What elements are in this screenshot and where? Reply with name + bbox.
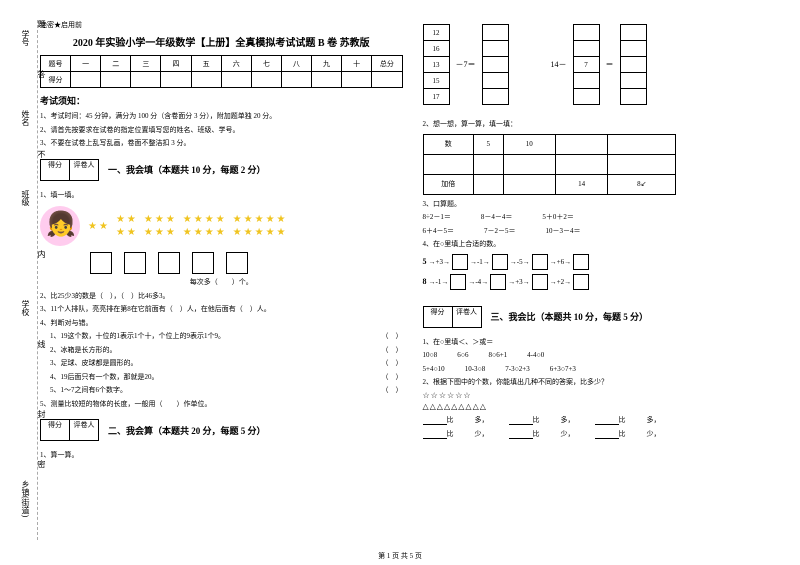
- cmp-row-1: 10○86○68○6+14-4○0: [423, 350, 786, 361]
- left-vtable: 12 16 13 15 17: [423, 24, 450, 105]
- q1-caption: 每次多（ ）个。: [40, 277, 403, 288]
- op-right: 14－: [551, 59, 567, 70]
- side-xuehao: 学号: [20, 30, 31, 46]
- q1-1: 1、填一填。: [40, 190, 403, 201]
- side-d5: 封: [36, 410, 47, 418]
- qh-cell: 八: [281, 56, 311, 72]
- q1-4e: 5、1～7之间有6个数字。（ ）: [40, 385, 403, 396]
- q1-3: 3、11个人排队，亮亮排在第8在它前面有（ ）人，在他后面有（ ）人。: [40, 304, 403, 315]
- calc-row-1: 8÷2－1＝8－4－4＝5＋0＋2＝: [423, 212, 786, 223]
- vertical-calc: 12 16 13 15 17 －7＝ 14－ 7 ＝: [423, 20, 786, 109]
- qh-cell: 七: [251, 56, 281, 72]
- chain-1: 5 →+3→ →-1→ →-5→ →+6→: [423, 254, 786, 270]
- q2-1: 1、算一算。: [40, 450, 403, 461]
- page-footer: 第 1 页 共 5 页: [0, 551, 800, 561]
- calc-row-2: 6＋4－5＝7－2－5＝10－3－4＝: [423, 226, 786, 237]
- q1-4d: 4、19后面只有一个数，那就是20。（ ）: [40, 372, 403, 383]
- exam-title: 2020 年实验小学一年级数学【上册】全真模拟考试试题 B 卷 苏教版: [40, 34, 403, 49]
- score-label: 得分: [40, 159, 70, 181]
- left-column: 绝密★启用前 2020 年实验小学一年级数学【上册】全真模拟考试试题 B 卷 苏…: [40, 20, 403, 540]
- score-box: 得分 评卷人: [40, 159, 98, 181]
- score-header-table: 题号 一 二 三 四 五 六 七 八 九 十 总分 得分: [40, 55, 403, 88]
- q2-4: 4、在○里填上合适的数。: [423, 239, 786, 250]
- side-banji: 班级: [20, 190, 31, 206]
- qh-cell: 十: [342, 56, 372, 72]
- notice-heading: 考试须知：: [40, 94, 403, 107]
- stars-figure: ★★ ★★★★ ★★★★★★ ★★★★★★★★ ★★★★★★★★★★: [40, 206, 403, 246]
- section2-heading: 二、我会算（本题共 20 分，每题 5 分）: [108, 424, 266, 437]
- cmp-row-2: 5+4○1010-3○87-3○2+36+3○7+3: [423, 364, 786, 375]
- q3-2: 2、根据下图中的个数，你能填出几种不同的答案，比多少？: [423, 377, 786, 388]
- eq: ＝: [606, 59, 614, 70]
- grader-label: 评卷人: [69, 419, 99, 441]
- side-d6: 密: [36, 460, 47, 468]
- stars-row: ☆☆☆☆☆☆: [423, 391, 786, 400]
- left-result-vtable: [482, 24, 509, 105]
- qh-cell: 三: [131, 56, 161, 72]
- notice-item: 3、不要在试卷上乱写乱画，卷面不整洁扣 3 分。: [40, 138, 403, 149]
- q3-1: 1、在○里填＜、＞或＝: [423, 337, 786, 348]
- double-table: 数 5 10 加倍 14 8↙: [423, 134, 677, 195]
- side-d1: 答: [36, 70, 47, 78]
- side-xingming: 姓名: [20, 110, 31, 126]
- side-d4: 线: [36, 340, 47, 348]
- side-d3: 内: [36, 250, 47, 258]
- grader-label: 评卷人: [69, 159, 99, 181]
- right-result-vtable: [620, 24, 647, 105]
- section3-heading: 三、我会比（本题共 10 分，每题 5 分）: [491, 310, 649, 323]
- side-d2: 不: [36, 150, 47, 158]
- qh-cell: 四: [161, 56, 191, 72]
- more-blanks: 比 多， 比 多， 比 多，: [423, 415, 786, 425]
- notice-item: 1、考试时间：45 分钟，满分为 100 分（含卷面分 3 分），附加题单独 2…: [40, 111, 403, 122]
- side-xiangzhen: 乡镇(街道): [20, 480, 31, 517]
- q1-4: 4、判断对与错。: [40, 318, 403, 329]
- q2-2: 2、想一想，算一算，填一填：: [423, 119, 786, 130]
- less-blanks: 比 少， 比 少， 比 少，: [423, 429, 786, 439]
- q1-2: 2、比25少3的数是（ ），（ ）比46多3。: [40, 291, 403, 302]
- q1-4c: 3、足球、皮球都是圆形的。（ ）: [40, 358, 403, 369]
- score-label: 得分: [40, 419, 70, 441]
- score-box: 得分 评卷人: [40, 419, 98, 441]
- girl-icon: [40, 206, 80, 246]
- side-xuexiao: 学校: [20, 300, 31, 316]
- op-left: －7＝: [456, 59, 476, 70]
- q1-5: 5、测量比较短的物体的长度，一般用（ ）作单位。: [40, 399, 403, 410]
- qh-cell: 二: [101, 56, 131, 72]
- notice-item: 2、请首先按要求在试卷的指定位置填写您的姓名、班级、学号。: [40, 125, 403, 136]
- qh-cell: 九: [311, 56, 341, 72]
- score-label: 得分: [423, 306, 453, 328]
- qh-cell: 五: [191, 56, 221, 72]
- secret-label: 绝密★启用前: [40, 20, 403, 30]
- grader-label: 评卷人: [452, 306, 482, 328]
- qh-cell: 一: [71, 56, 101, 72]
- side-d7: 题: [36, 20, 47, 28]
- triangles-row: △△△△△△△△△: [423, 402, 786, 411]
- q1-4b: 2、冰箱是长方形的。（ ）: [40, 345, 403, 356]
- q1-4a: 1、19这个数，十位的1表示1个十，个位上的9表示1个9。（ ）: [40, 331, 403, 342]
- answer-boxes: [90, 252, 403, 274]
- right-column: 12 16 13 15 17 －7＝ 14－ 7 ＝ 2、想一想，算一算，填一填…: [423, 20, 786, 540]
- section1-heading: 一、我会填（本题共 10 分，每题 2 分）: [108, 163, 266, 176]
- qh-cell: 总分: [372, 56, 402, 72]
- q2-3: 3、口算题。: [423, 199, 786, 210]
- score-box: 得分 评卷人: [423, 306, 481, 328]
- qh-cell: 六: [221, 56, 251, 72]
- chain-2: 8 →-1→ →-4→ →+3→ →+2→: [423, 274, 786, 290]
- right-vtable: 7: [573, 24, 600, 105]
